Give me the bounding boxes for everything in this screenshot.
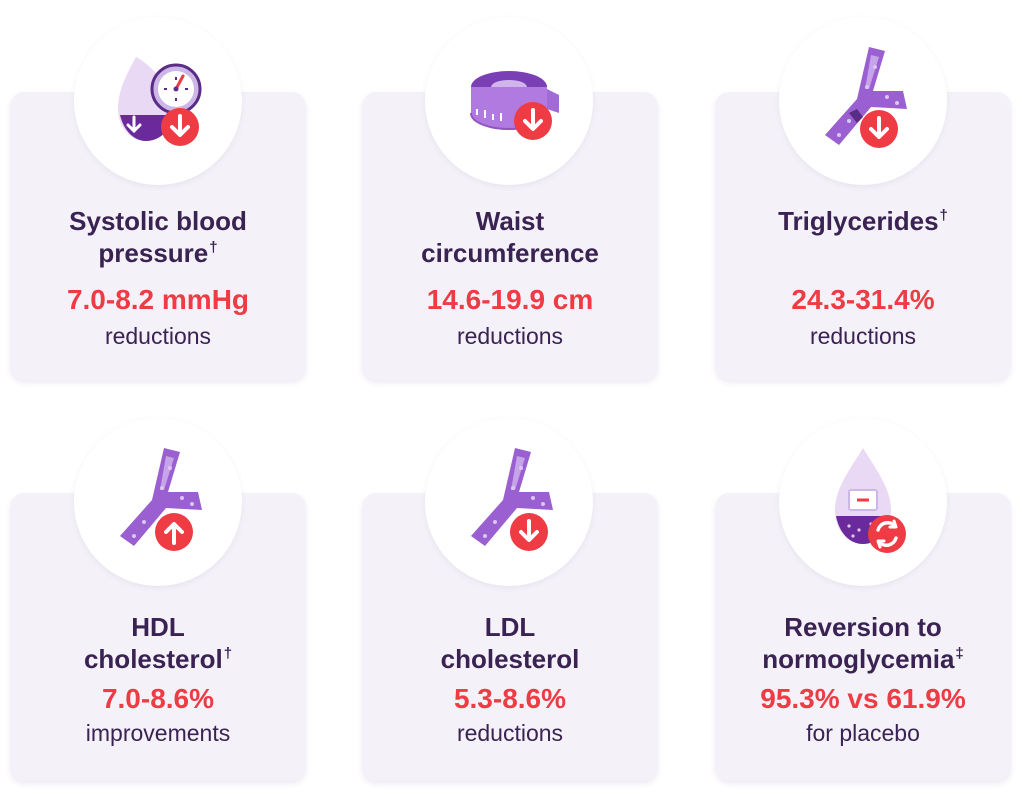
card-title: HDL (131, 612, 185, 642)
footnote-mark: † (939, 207, 948, 224)
footnote-mark: † (209, 239, 218, 256)
artery-icon (74, 418, 242, 586)
stat-caption: reductions (809, 323, 917, 349)
stat-value: 14.6-19.9 cm (426, 284, 594, 315)
card-title: Triglycerides† (778, 206, 948, 236)
card-title: circumference (421, 238, 599, 268)
stat-caption: reductions (104, 323, 212, 349)
stat-value: 7.0-8.2 mmHg (66, 284, 250, 315)
stat-value: 95.3% vs 61.9% (760, 683, 966, 714)
stat-value: 24.3-31.4% (791, 284, 935, 315)
artery-icon (425, 418, 593, 586)
card-title: Reversion to (784, 612, 942, 642)
tape-measure-icon (425, 17, 593, 185)
footnote-mark: ‡ (955, 645, 964, 662)
card-title: cholesterol† (83, 644, 233, 674)
footnote-mark: † (223, 645, 233, 662)
card-title: LDL (484, 612, 536, 642)
blood-pressure-icon (74, 17, 242, 185)
card-title: normoglycemia‡ (762, 644, 964, 674)
card-title: cholesterol (440, 644, 580, 674)
stat-caption: reductions (456, 720, 564, 746)
stat-caption: reductions (456, 323, 564, 349)
stat-value: 5.3-8.6% (453, 683, 567, 714)
stat-value: 7.0-8.6% (101, 683, 215, 714)
stat-caption: for placebo (806, 720, 920, 746)
stat-caption: improvements (85, 720, 231, 746)
glucose-drop-icon (779, 418, 947, 586)
artery-icon (779, 17, 947, 185)
card-title: Waist (475, 206, 545, 236)
card-title: pressure† (98, 238, 218, 268)
card-title: Systolic blood (69, 206, 247, 236)
